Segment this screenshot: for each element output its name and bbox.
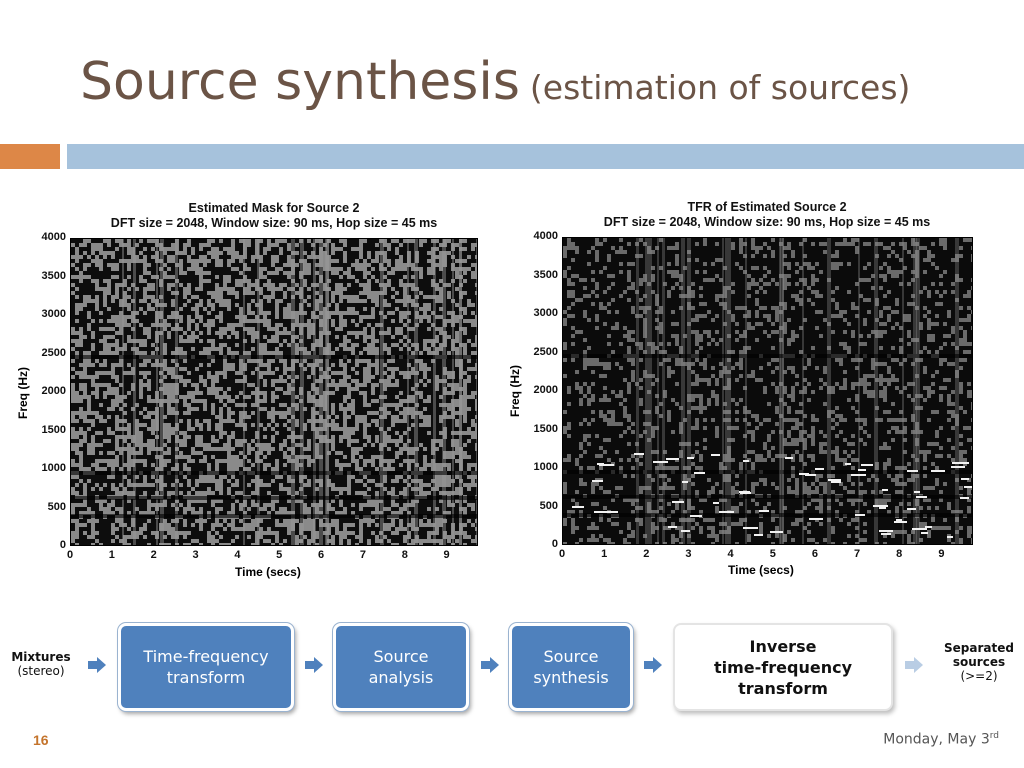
input-sublabel: (stereo) — [17, 664, 65, 678]
x-tick-label: 8 — [401, 549, 408, 561]
arrow-right-icon — [481, 657, 499, 673]
step-inverse-transform: Inverse time-frequency transform — [673, 623, 893, 711]
x-tick-label: 9 — [938, 548, 945, 560]
y-tick-label: 1500 — [41, 423, 66, 436]
output-separated-sources: Separated sources (>=2) — [936, 641, 1022, 683]
spectrogram-texture — [71, 239, 477, 545]
arrow-right-icon — [305, 657, 323, 673]
x-tick-label: 4 — [234, 549, 241, 561]
step-label-line2: synthesis — [533, 668, 609, 687]
spectrogram-image — [562, 237, 973, 545]
step-time-frequency-transform: Time-frequency transform — [118, 623, 294, 711]
arrow-right-icon — [905, 657, 923, 673]
footer-date-suffix: rd — [989, 731, 999, 741]
spectrogram-title: TFR of Estimated Source 2 DFT size = 204… — [562, 200, 972, 230]
step-label-line2: transform — [166, 668, 246, 687]
y-tick-label: 1000 — [533, 461, 558, 473]
x-tick-label: 5 — [769, 548, 776, 560]
step-label-line1: Source — [373, 647, 429, 666]
x-tick-label: 5 — [276, 549, 283, 561]
x-tick-label: 1 — [108, 549, 115, 561]
y-tick-label: 3000 — [41, 308, 66, 320]
x-tick-label: 0 — [66, 549, 74, 561]
step-label-line2: analysis — [368, 668, 434, 687]
arrow-right-icon — [644, 657, 662, 673]
y-tick-label: 3500 — [41, 269, 66, 282]
y-tick-label: 2500 — [41, 346, 66, 359]
input-mixtures: Mixtures (stereo) — [2, 650, 80, 678]
output-label-line2: sources — [952, 655, 1006, 669]
y-tick-label: 3500 — [533, 268, 558, 281]
spectrogram-title-line2: DFT size = 2048, Window size: 90 ms, Hop… — [110, 216, 438, 230]
y-tick-label: 500 — [47, 500, 66, 513]
arrow-right-icon — [88, 657, 106, 673]
footer-date-text: Monday, May 3 — [883, 731, 990, 748]
x-axis-label: Time (secs) — [728, 563, 794, 577]
y-tick-label: 2000 — [533, 384, 558, 396]
x-tick-label: 2 — [643, 548, 650, 560]
page-number: 16 — [33, 732, 49, 748]
x-tick-label: 1 — [601, 548, 608, 560]
y-tick-label: 3000 — [533, 307, 558, 319]
footer-date: Monday, May 3rd — [883, 731, 999, 748]
spectrogram-texture — [563, 238, 972, 544]
y-tick-label: 0 — [59, 539, 66, 551]
step-label-line2: time-frequency — [714, 657, 852, 677]
step-source-analysis: Source analysis — [333, 623, 469, 711]
output-sublabel: (>=2) — [960, 669, 998, 683]
x-axis-label: Time (secs) — [235, 565, 301, 579]
input-label: Mixtures — [11, 650, 71, 664]
slide-title: Source synthesis (estimation of sources) — [80, 52, 910, 112]
x-tick-label: 7 — [854, 548, 861, 560]
y-tick-label: 500 — [539, 499, 558, 512]
y-tick-label: 4000 — [41, 231, 66, 243]
step-label-line3: transform — [738, 678, 828, 698]
x-tick-label: 6 — [318, 549, 325, 561]
slide-title-sub: (estimation of sources) — [529, 68, 911, 107]
x-tick-label: 2 — [150, 549, 157, 561]
x-tick-label: 9 — [443, 549, 450, 561]
x-tick-label: 4 — [727, 548, 734, 560]
slide-title-main: Source synthesis — [80, 52, 520, 112]
spectrogram-title-line1: TFR of Estimated Source 2 — [687, 200, 847, 214]
y-tick-label: 0 — [551, 538, 558, 550]
spectrogram-title-line1: Estimated Mask for Source 2 — [188, 201, 360, 215]
spectrogram-image — [70, 238, 478, 546]
step-source-synthesis: Source synthesis — [509, 623, 633, 711]
step-label-line1: Inverse — [749, 636, 817, 656]
y-tick-label: 1500 — [533, 422, 558, 435]
x-tick-label: 8 — [896, 548, 903, 560]
accent-bar-blue — [67, 144, 1024, 169]
spectrogram-title-line2: DFT size = 2048, Window size: 90 ms, Hop… — [603, 215, 931, 229]
step-label-line1: Time-frequency — [143, 647, 269, 666]
y-tick-label: 2000 — [41, 385, 66, 397]
x-tick-label: 6 — [811, 548, 818, 560]
x-tick-label: 0 — [558, 548, 566, 560]
step-label-line1: Source — [543, 647, 599, 666]
y-tick-label: 4000 — [533, 230, 558, 242]
x-tick-label: 7 — [359, 549, 366, 561]
output-label-line1: Separated — [944, 641, 1014, 655]
y-tick-label: 1000 — [41, 462, 66, 474]
x-tick-label: 3 — [192, 549, 199, 561]
y-tick-label: 2500 — [533, 345, 558, 358]
accent-bar-orange — [0, 144, 60, 169]
x-tick-label: 3 — [685, 548, 692, 560]
spectrogram-title: Estimated Mask for Source 2 DFT size = 2… — [70, 201, 478, 231]
